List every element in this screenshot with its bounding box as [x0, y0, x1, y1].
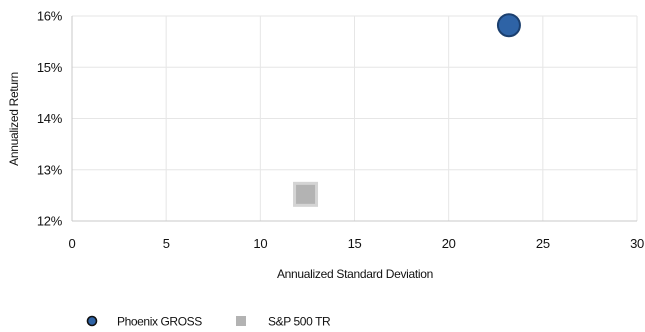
x-tick-label: 20 — [442, 236, 456, 251]
grid-lines — [72, 15, 638, 222]
legend-marker-square — [236, 316, 246, 326]
x-axis-title: Annualized Standard Deviation — [277, 267, 433, 281]
tick-labels: 0 5 10 15 20 25 30 12% 13% 14% 15% 16% — [37, 9, 644, 252]
data-points — [293, 13, 521, 207]
data-point-phoenix-gross — [496, 13, 521, 38]
x-tick-label: 25 — [536, 236, 550, 251]
y-tick-label: 12% — [37, 214, 63, 229]
legend-label: Phoenix GROSS — [117, 315, 202, 329]
x-tick-label: 10 — [253, 236, 267, 251]
legend-label: S&P 500 TR — [268, 315, 331, 329]
y-axis-title: Annualized Return — [7, 72, 21, 166]
y-tick-label: 14% — [37, 111, 63, 126]
data-point-sp500-tr — [293, 181, 319, 207]
y-tick-label: 15% — [37, 60, 63, 75]
x-tick-label: 15 — [348, 236, 362, 251]
y-tick-label: 16% — [37, 9, 63, 24]
x-tick-label: 0 — [69, 236, 76, 251]
axes — [71, 16, 637, 222]
y-tick-label: 13% — [37, 162, 63, 177]
x-tick-label: 5 — [163, 236, 170, 251]
legend: Phoenix GROSS S&P 500 TR — [86, 315, 331, 329]
legend-marker-circle — [86, 315, 98, 327]
x-tick-label: 30 — [630, 236, 644, 251]
